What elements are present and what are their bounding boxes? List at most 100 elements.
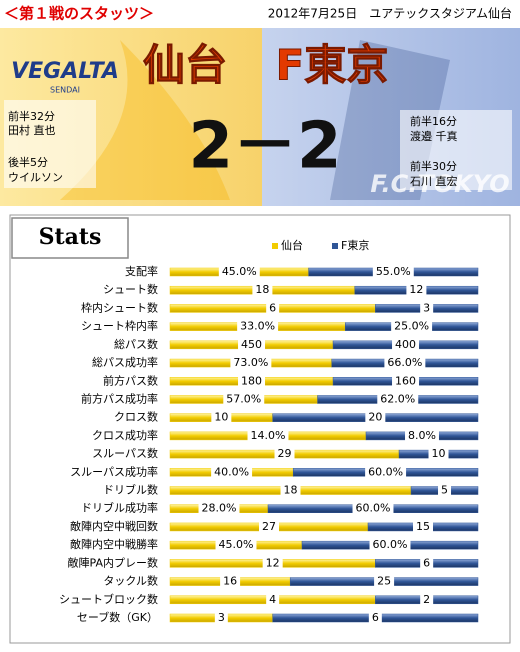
value-label: 10 xyxy=(432,447,446,460)
value-label: 5 xyxy=(441,484,448,497)
title-box xyxy=(11,217,129,259)
value-label-bg xyxy=(392,337,420,351)
legend-label: 仙台 xyxy=(281,238,303,252)
value-label: 15 xyxy=(416,520,430,533)
category-label: 総パス成功率 xyxy=(92,355,158,369)
value-label: 160 xyxy=(395,374,416,387)
value-label-bg xyxy=(215,538,257,552)
value-label: 33.0% xyxy=(240,320,275,333)
deco xyxy=(60,40,230,200)
value-label-bg xyxy=(420,592,434,606)
value-label: 55.0% xyxy=(376,265,411,278)
home-logo: VEGALTA xyxy=(11,59,119,84)
value-label: 4 xyxy=(269,593,276,606)
value-label-bg xyxy=(365,465,407,479)
value-label-bg xyxy=(369,538,411,552)
value-label-bg xyxy=(368,611,382,624)
score: 2－2 xyxy=(188,110,341,184)
category-label: クロス成功率 xyxy=(92,428,158,442)
category-label: 敵陣内空中戦回数 xyxy=(70,519,158,533)
value-label: 400 xyxy=(395,338,416,351)
value-label-bg xyxy=(274,447,295,461)
value-label: 27 xyxy=(262,520,276,533)
value-label: 3 xyxy=(218,611,225,624)
value-label: 25 xyxy=(377,575,391,588)
value-label: 180 xyxy=(241,374,262,387)
value-label-bg xyxy=(280,483,301,497)
goal-player: 渡邉 千真 xyxy=(410,129,458,143)
value-label-bg xyxy=(198,501,240,515)
value-label: 62.0% xyxy=(380,392,415,405)
value-label: 8.0% xyxy=(408,429,436,442)
value-label: 12 xyxy=(409,283,423,296)
value-label-bg xyxy=(352,501,394,515)
value-label: 10 xyxy=(214,411,228,424)
category-label: 枠内シュート数 xyxy=(81,300,158,314)
value-label-bg xyxy=(384,356,426,370)
away-goals-box xyxy=(400,110,512,190)
value-label-bg xyxy=(259,519,279,533)
category-label: ドリブル数 xyxy=(103,483,158,497)
value-label-bg xyxy=(223,392,265,406)
value-label: 25.0% xyxy=(394,320,429,333)
category-label: セーブ数（GK） xyxy=(77,610,158,624)
value-label: 3 xyxy=(423,301,430,314)
value-label-bg xyxy=(420,301,434,315)
value-label-bg xyxy=(237,319,279,333)
value-label-bg xyxy=(428,447,449,461)
date-venue: 2012年7月25日 ユアテックスタジアム仙台 xyxy=(268,6,512,21)
value-label-bg xyxy=(438,483,452,497)
goal-player: 石川 直宏 xyxy=(410,174,458,188)
value-label: 20 xyxy=(368,411,382,424)
value-label-bg xyxy=(238,374,266,388)
category-label: 敵陣内空中戦勝率 xyxy=(70,537,158,551)
page-title: ＜第１戦のスタッツ＞ xyxy=(4,5,154,23)
chart-title: Stats xyxy=(39,224,102,250)
value-label-bg xyxy=(391,319,433,333)
category-label: 前方パス数 xyxy=(103,373,158,387)
value-label: 18 xyxy=(255,283,269,296)
value-label-bg xyxy=(220,574,241,588)
value-label-bg xyxy=(218,265,260,278)
category-label: 総パス数 xyxy=(114,337,158,351)
value-label-bg xyxy=(211,410,232,424)
legend-swatch xyxy=(332,243,338,249)
value-label: 6 xyxy=(372,611,379,624)
value-label-bg xyxy=(365,410,386,424)
value-label: 66.0% xyxy=(387,356,422,369)
home-logo: SENDAI xyxy=(50,86,80,95)
value-label-bg xyxy=(252,283,273,297)
value-label-bg xyxy=(247,428,289,442)
value-label: 28.0% xyxy=(202,502,237,515)
value-label: 450 xyxy=(241,338,262,351)
category-label: タックル数 xyxy=(103,575,158,588)
category-label: ドリブル成功率 xyxy=(81,501,158,515)
value-label: 60.0% xyxy=(373,538,408,551)
value-label-bg xyxy=(392,374,420,388)
value-label-bg xyxy=(214,611,228,624)
value-label-bg xyxy=(377,392,419,406)
value-label: 60.0% xyxy=(356,502,391,515)
category-label: シュート枠内率 xyxy=(81,319,158,333)
value-label: 6 xyxy=(423,556,430,569)
value-label: 60.0% xyxy=(368,465,403,478)
value-label-bg xyxy=(266,592,280,606)
home-team: 仙台 xyxy=(143,41,227,90)
category-label: 前方パス成功率 xyxy=(81,391,158,405)
value-label-bg xyxy=(230,356,272,370)
value-label: 45.0% xyxy=(219,538,254,551)
value-label: 16 xyxy=(223,575,237,588)
value-label-bg xyxy=(413,519,433,533)
goal-time: 後半5分 xyxy=(8,155,48,169)
value-label-bg xyxy=(211,465,253,479)
home-goals-box xyxy=(4,100,96,188)
value-label: 29 xyxy=(278,447,292,460)
category-label: クロス数 xyxy=(114,411,158,424)
value-label-bg xyxy=(262,556,283,570)
goal-time: 前半32分 xyxy=(8,109,55,123)
value-label-bg xyxy=(372,265,414,278)
legend-swatch xyxy=(272,243,278,249)
value-label-bg xyxy=(266,301,280,315)
category-label: スルーパス数 xyxy=(92,447,158,460)
legend-label: F東京 xyxy=(341,238,369,252)
